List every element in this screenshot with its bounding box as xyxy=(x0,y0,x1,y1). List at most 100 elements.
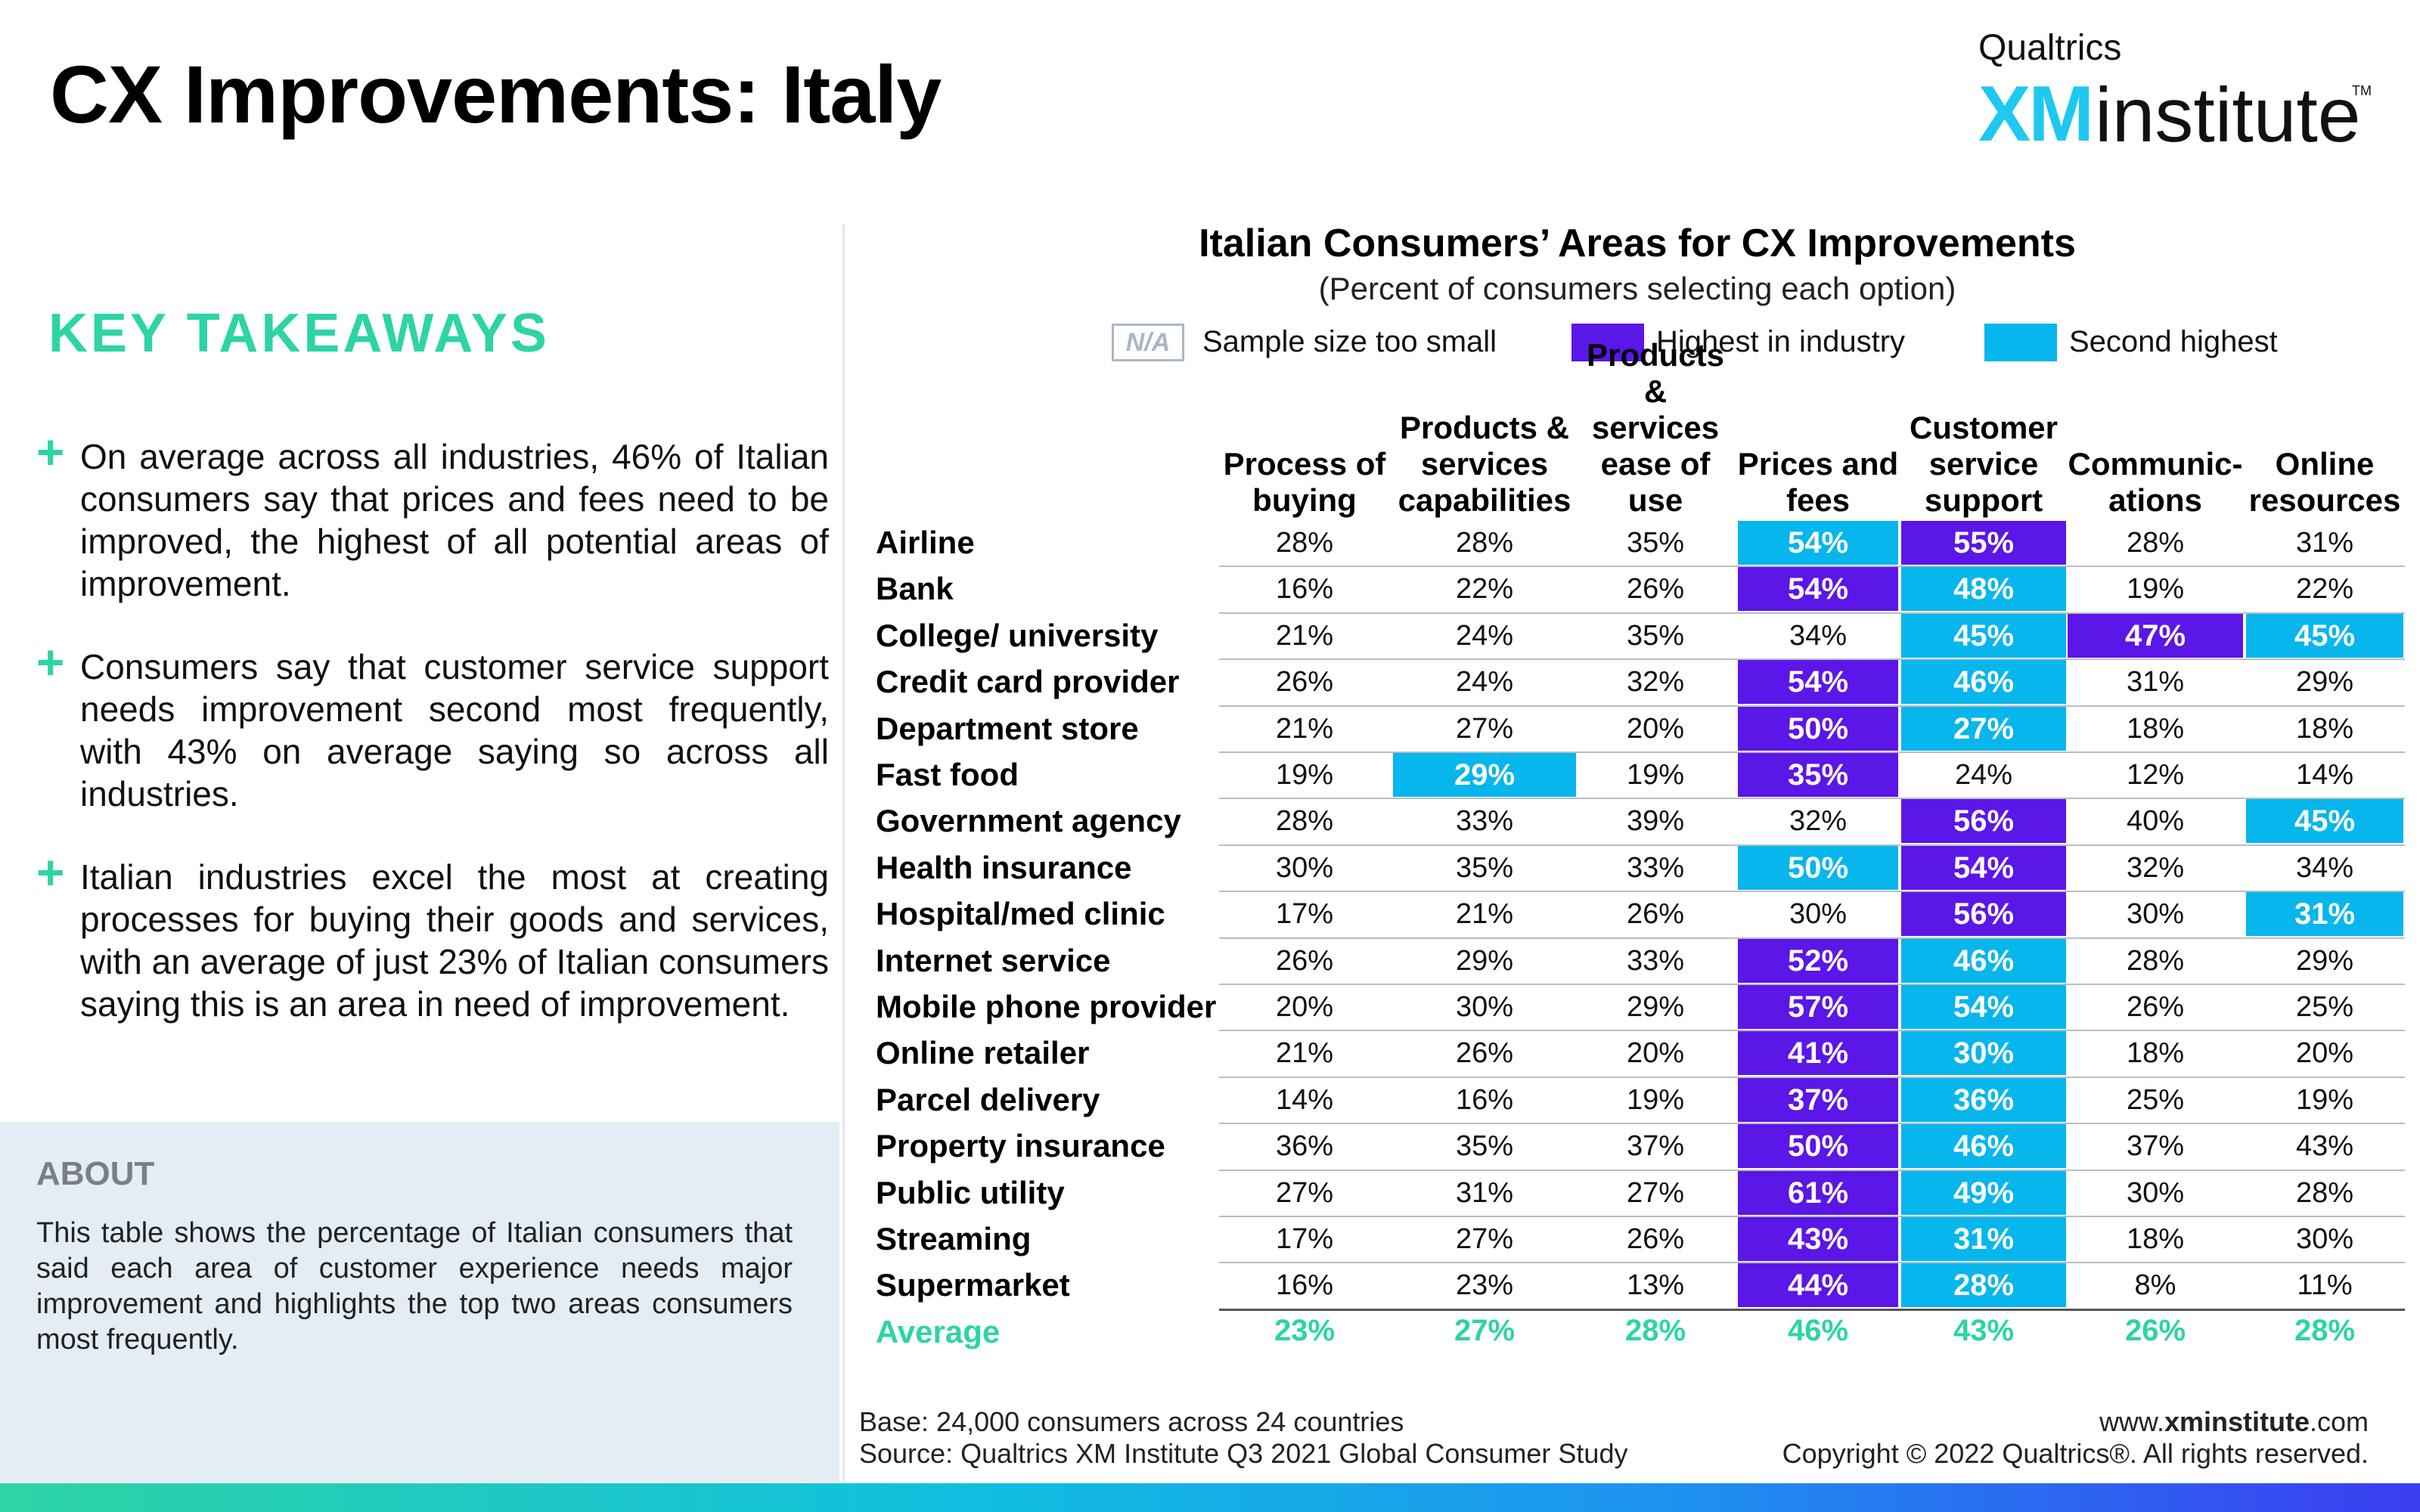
table-cell: 35% xyxy=(1455,1130,1514,1163)
table-cell: 17% xyxy=(1275,898,1334,931)
table-cell: 16% xyxy=(1275,1269,1334,1302)
table-cell: 21% xyxy=(1275,619,1334,652)
row-label: Mobile phone provider xyxy=(876,989,1217,1024)
table-cell: 55% xyxy=(1901,521,2066,565)
table-cell: 37% xyxy=(2126,1130,2185,1163)
table-cell: 37% xyxy=(1626,1130,1685,1163)
table-cell: 8% xyxy=(2134,1269,2176,1302)
table-cell: 61% xyxy=(1738,1170,1898,1215)
table-cell: 31% xyxy=(2126,666,2185,699)
table-cell: 54% xyxy=(1738,660,1898,705)
table-cell: 19% xyxy=(2126,573,2185,606)
row-divider xyxy=(1219,1169,2405,1171)
table-cell: 21% xyxy=(1455,898,1514,931)
table-cell: 26% xyxy=(1626,573,1685,606)
average-cell: 28% xyxy=(2294,1313,2356,1347)
table-cell: 13% xyxy=(1626,1269,1685,1302)
table-cell: 47% xyxy=(2068,613,2243,658)
average-cell: 23% xyxy=(1274,1313,1336,1347)
table-cell: 27% xyxy=(1901,706,2066,751)
table-cell: 32% xyxy=(1626,666,1685,699)
average-cell: 46% xyxy=(1787,1313,1849,1347)
table-cell: 28% xyxy=(1275,805,1334,838)
table-cell: 56% xyxy=(1901,892,2066,937)
table-cell: 33% xyxy=(1626,944,1685,977)
table-cell: 45% xyxy=(1901,613,2066,658)
row-label: Government agency xyxy=(876,803,1181,839)
table-cell: 31% xyxy=(2295,527,2354,559)
table-cell: 46% xyxy=(1901,938,2066,983)
table-cell: 24% xyxy=(1954,759,2013,791)
table-cell: 57% xyxy=(1738,985,1898,1029)
row-divider xyxy=(1219,565,2405,568)
footer-url[interactable]: www.xminstitute.com xyxy=(2099,1406,2369,1437)
table-cell: 28% xyxy=(2126,527,2185,559)
table-cell: 30% xyxy=(1789,898,1848,931)
table-cell: 43% xyxy=(2295,1130,2354,1163)
xm-institute-logo: Qualtrics XM institute TM xyxy=(1978,27,2372,158)
table-cell: 37% xyxy=(1738,1077,1898,1122)
average-cell: 43% xyxy=(1953,1313,2015,1347)
table-cell: 26% xyxy=(1626,1223,1685,1255)
row-divider xyxy=(1219,1030,2405,1032)
footer-base-text: Base: 24,000 consumers across 24 countri… xyxy=(859,1406,1404,1437)
table-cell: 18% xyxy=(2126,1223,2185,1255)
logo-xm-text: XM xyxy=(1978,70,2094,158)
row-divider xyxy=(1219,1216,2405,1217)
table-cell: 31% xyxy=(1455,1176,1514,1209)
panel-divider xyxy=(842,224,845,1483)
legend-na-label: Sample size too small xyxy=(1202,325,1497,358)
key-takeaways-title: KEY TAKEAWAYS xyxy=(48,303,550,364)
table-cell: 12% xyxy=(2126,759,2185,791)
legend-second-label: Second highest xyxy=(2069,325,2278,358)
table-cell: 50% xyxy=(1738,706,1898,751)
table-cell: 18% xyxy=(2126,712,2185,745)
table-cell: 41% xyxy=(1738,1031,1898,1076)
row-divider xyxy=(1219,1308,2405,1311)
average-cell: 26% xyxy=(2124,1313,2186,1347)
column-header: Products & services ease of use xyxy=(1586,337,1725,518)
table-cell: 16% xyxy=(1455,1083,1514,1116)
table-cell: 18% xyxy=(2126,1037,2185,1070)
table-cell: 35% xyxy=(1455,851,1514,884)
second-swatch xyxy=(1984,324,2057,361)
row-divider xyxy=(1219,937,2405,939)
table-cell: 16% xyxy=(1275,573,1334,606)
plus-icon: + xyxy=(36,425,65,479)
table-cell: 27% xyxy=(1626,1176,1685,1209)
table-cell: 46% xyxy=(1901,660,2066,705)
table-cell: 29% xyxy=(1626,991,1685,1023)
table-cell: 54% xyxy=(1738,521,1898,565)
column-header: Products & services capabilities xyxy=(1398,410,1571,518)
table-cell: 32% xyxy=(2126,851,2185,884)
row-divider xyxy=(1219,1076,2405,1078)
legend-highest-label: Highest in industry xyxy=(1656,325,1906,358)
table-cell: 36% xyxy=(1275,1130,1334,1163)
table-cell: 20% xyxy=(2295,1037,2354,1070)
table-cell: 22% xyxy=(2295,573,2354,606)
table-cell: 28% xyxy=(2126,944,2185,977)
table-cell: 54% xyxy=(1901,985,2066,1029)
column-header: Communic-ations xyxy=(2068,446,2243,518)
table-cell: 27% xyxy=(1275,1176,1334,1209)
table-cell: 26% xyxy=(1275,944,1334,977)
row-divider xyxy=(1219,705,2405,707)
table-cell: 33% xyxy=(1455,805,1514,838)
table-cell: 36% xyxy=(1901,1077,2066,1122)
table-cell: 45% xyxy=(2246,799,2403,844)
row-label: Health insurance xyxy=(876,849,1132,885)
about-title: ABOUT xyxy=(36,1155,155,1192)
table-cell: 50% xyxy=(1738,1124,1898,1169)
row-label: Internet service xyxy=(876,942,1111,978)
table-cell: 19% xyxy=(1275,759,1334,791)
table-cell: 30% xyxy=(1455,991,1514,1023)
table-cell: 50% xyxy=(1738,845,1898,890)
table-cell: 28% xyxy=(2295,1176,2354,1209)
table-cell: 19% xyxy=(1626,759,1685,791)
table-cell: 32% xyxy=(1789,805,1848,838)
column-header: Prices and fees xyxy=(1737,446,1899,518)
table-cell: 28% xyxy=(1455,527,1514,559)
highest-swatch xyxy=(1571,324,1644,361)
average-cell: 28% xyxy=(1624,1313,1686,1347)
bottom-gradient-bar xyxy=(0,1483,2420,1512)
